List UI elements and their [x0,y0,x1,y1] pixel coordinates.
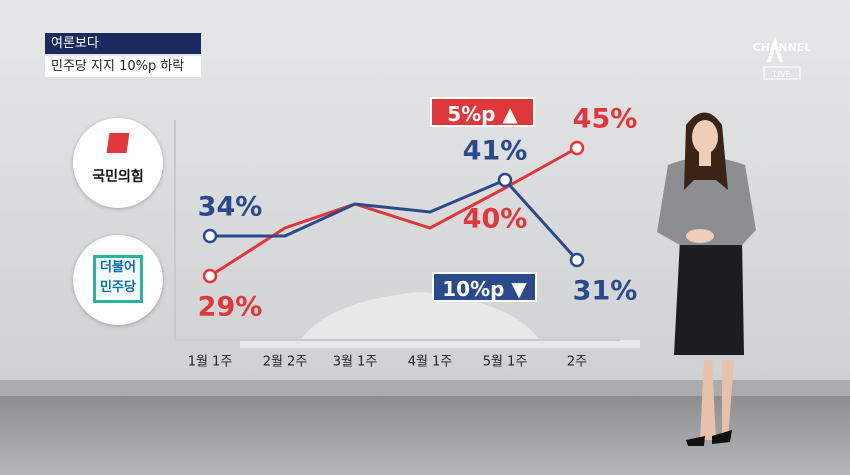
x-tick-label: 2월 2주 [263,355,308,370]
point-marker [569,252,585,268]
change-badge: 10%p ▼ [432,272,537,302]
data-label: 40% [463,204,528,235]
legend-ppp: 국민의힘 [73,118,163,208]
x-tick-label: 2주 [567,355,587,370]
logo-name: CHANNEL [753,41,812,54]
point-marker [569,140,585,156]
series-line [210,178,579,262]
legend-label: 더불어 민주당 [93,255,143,303]
point-marker [202,268,218,284]
stage-edge [0,380,850,396]
data-label: 29% [198,292,263,323]
data-label: 45% [573,104,638,135]
headline-bar: 민주당 지지 10%p 하락 [45,56,201,77]
point-marker [202,228,218,244]
plot: 1월 1주 2월 2주 3월 1주 4월 1주 5월 1주 2주 29% 40% 45% 34% 4… [188,104,638,370]
ppp-mark [106,133,130,153]
x-tick-label: 4월 1주 [408,355,453,370]
legend-label: 국민의힘 [92,169,144,185]
live-badge: LIVE [773,70,790,79]
point-marker [497,172,513,188]
change-badge: 5%p ▲ [430,97,535,127]
data-label: 34% [198,192,263,223]
x-tick-label: 5월 1주 [483,355,528,370]
legend-dp: 더불어 민주당 [73,235,163,325]
building-silhouette [240,292,640,348]
x-tick-label: 3월 1주 [333,355,378,370]
presenter [657,112,756,446]
channel-logo: CHANNEL LIVE [753,36,812,80]
x-tick-label: 1월 1주 [188,355,233,370]
data-label: 31% [573,276,638,307]
data-label: 41% [463,136,528,167]
segment-bar: 여론보다 [45,33,201,54]
